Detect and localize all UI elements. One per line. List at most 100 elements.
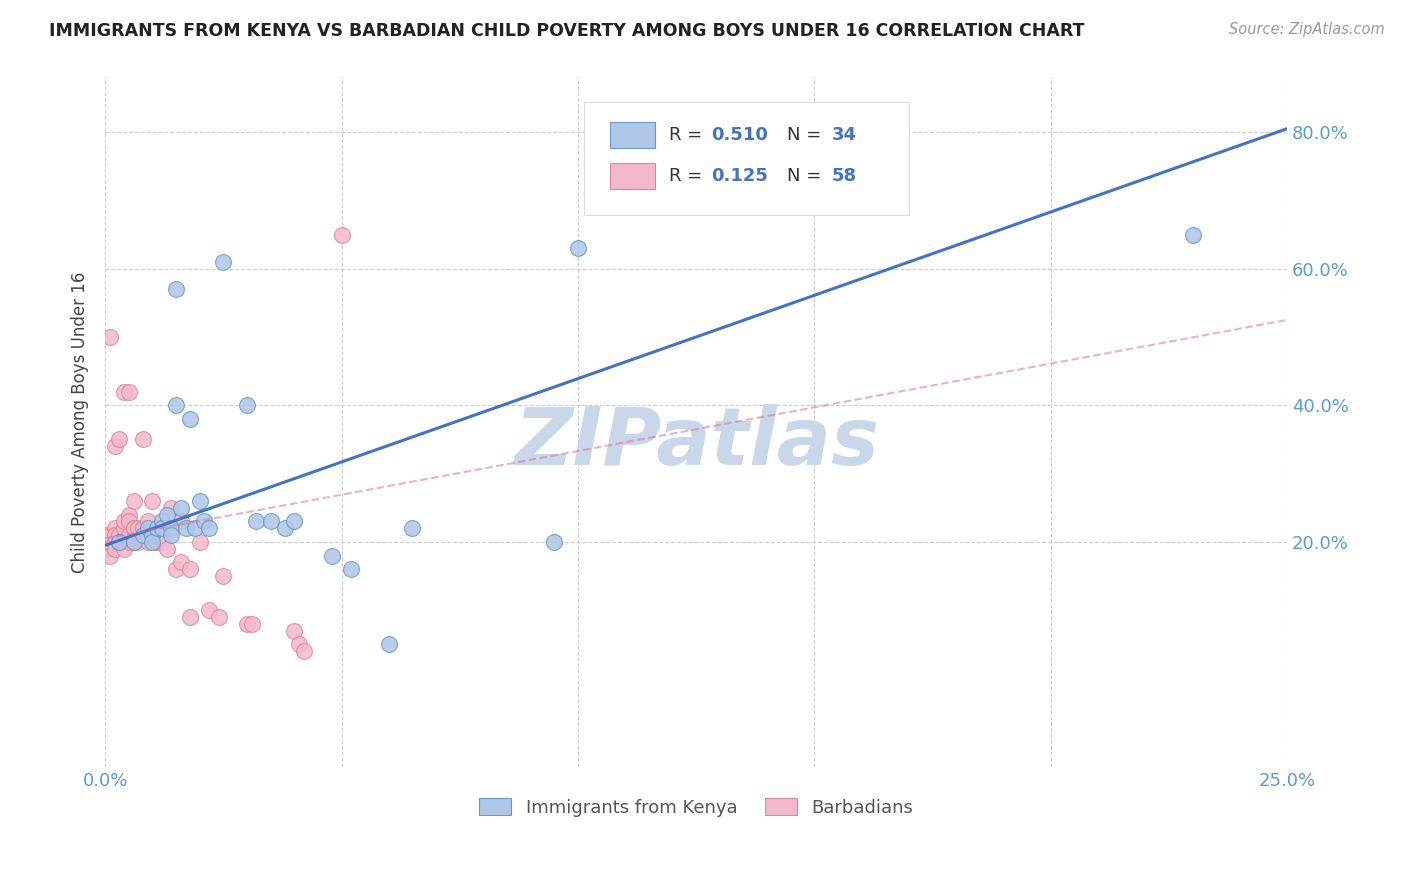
Point xyxy=(118,534,141,549)
Point xyxy=(122,534,145,549)
Point xyxy=(236,398,259,412)
Point xyxy=(156,541,179,556)
Point xyxy=(132,521,155,535)
Point xyxy=(179,610,201,624)
Point xyxy=(112,515,135,529)
Point xyxy=(188,534,211,549)
Point xyxy=(104,528,127,542)
Point xyxy=(98,549,121,563)
Point xyxy=(94,541,117,556)
Point xyxy=(141,534,163,549)
Point xyxy=(118,384,141,399)
Point xyxy=(122,534,145,549)
Point xyxy=(108,534,131,549)
Point xyxy=(118,528,141,542)
Point xyxy=(104,439,127,453)
Point xyxy=(132,433,155,447)
Point xyxy=(170,500,193,515)
Point xyxy=(184,521,207,535)
Point xyxy=(141,528,163,542)
Point xyxy=(330,227,353,242)
Point xyxy=(132,521,155,535)
Point xyxy=(179,562,201,576)
Point xyxy=(118,508,141,522)
Point xyxy=(174,521,197,535)
Point xyxy=(160,528,183,542)
Text: N =: N = xyxy=(787,126,821,144)
Point xyxy=(146,534,169,549)
Point xyxy=(240,616,263,631)
Point xyxy=(98,528,121,542)
Point xyxy=(132,528,155,542)
Point xyxy=(160,521,183,535)
Point xyxy=(127,534,149,549)
Point xyxy=(150,515,173,529)
Point xyxy=(260,515,283,529)
Point xyxy=(212,255,235,269)
Point xyxy=(122,521,145,535)
Point xyxy=(156,508,179,522)
Text: R =: R = xyxy=(669,167,709,185)
Text: N =: N = xyxy=(787,167,821,185)
Point xyxy=(150,521,173,535)
Legend: Immigrants from Kenya, Barbadians: Immigrants from Kenya, Barbadians xyxy=(471,790,921,824)
Point xyxy=(543,534,565,549)
Point xyxy=(567,241,589,255)
Y-axis label: Child Poverty Among Boys Under 16: Child Poverty Among Boys Under 16 xyxy=(72,272,89,573)
Point xyxy=(98,330,121,344)
Point xyxy=(340,562,363,576)
Point xyxy=(236,616,259,631)
Point xyxy=(136,534,159,549)
Point xyxy=(188,494,211,508)
Point xyxy=(127,521,149,535)
Point xyxy=(170,555,193,569)
Point xyxy=(98,534,121,549)
Point xyxy=(112,384,135,399)
Point xyxy=(141,494,163,508)
Point xyxy=(283,624,305,638)
Point xyxy=(212,569,235,583)
FancyBboxPatch shape xyxy=(610,121,655,148)
Point xyxy=(198,603,221,617)
Point xyxy=(292,644,315,658)
Text: 58: 58 xyxy=(832,167,858,185)
FancyBboxPatch shape xyxy=(610,163,655,189)
Point xyxy=(112,521,135,535)
Point xyxy=(165,398,187,412)
Point xyxy=(108,534,131,549)
Point xyxy=(288,637,311,651)
Point xyxy=(193,515,215,529)
Point xyxy=(108,433,131,447)
Point xyxy=(170,515,193,529)
Point xyxy=(245,515,267,529)
Text: 34: 34 xyxy=(832,126,858,144)
Text: 0.125: 0.125 xyxy=(711,167,769,185)
Point xyxy=(1181,227,1204,242)
Point xyxy=(165,562,187,576)
Point xyxy=(321,549,343,563)
Point xyxy=(108,534,131,549)
Point xyxy=(94,528,117,542)
Point xyxy=(179,412,201,426)
Point xyxy=(112,541,135,556)
Point xyxy=(160,500,183,515)
Point xyxy=(118,515,141,529)
Point xyxy=(104,534,127,549)
Point xyxy=(198,521,221,535)
Text: IMMIGRANTS FROM KENYA VS BARBADIAN CHILD POVERTY AMONG BOYS UNDER 16 CORRELATION: IMMIGRANTS FROM KENYA VS BARBADIAN CHILD… xyxy=(49,22,1084,40)
Point xyxy=(378,637,401,651)
Point xyxy=(401,521,423,535)
Point xyxy=(122,521,145,535)
Point xyxy=(108,528,131,542)
Point xyxy=(274,521,297,535)
Point xyxy=(146,534,169,549)
Point xyxy=(104,521,127,535)
Point xyxy=(136,521,159,535)
Point xyxy=(141,528,163,542)
Text: 0.510: 0.510 xyxy=(711,126,769,144)
Point xyxy=(146,521,169,535)
Point xyxy=(165,282,187,296)
Text: ZIPatlas: ZIPatlas xyxy=(513,404,879,482)
Point xyxy=(141,528,163,542)
Point xyxy=(136,515,159,529)
